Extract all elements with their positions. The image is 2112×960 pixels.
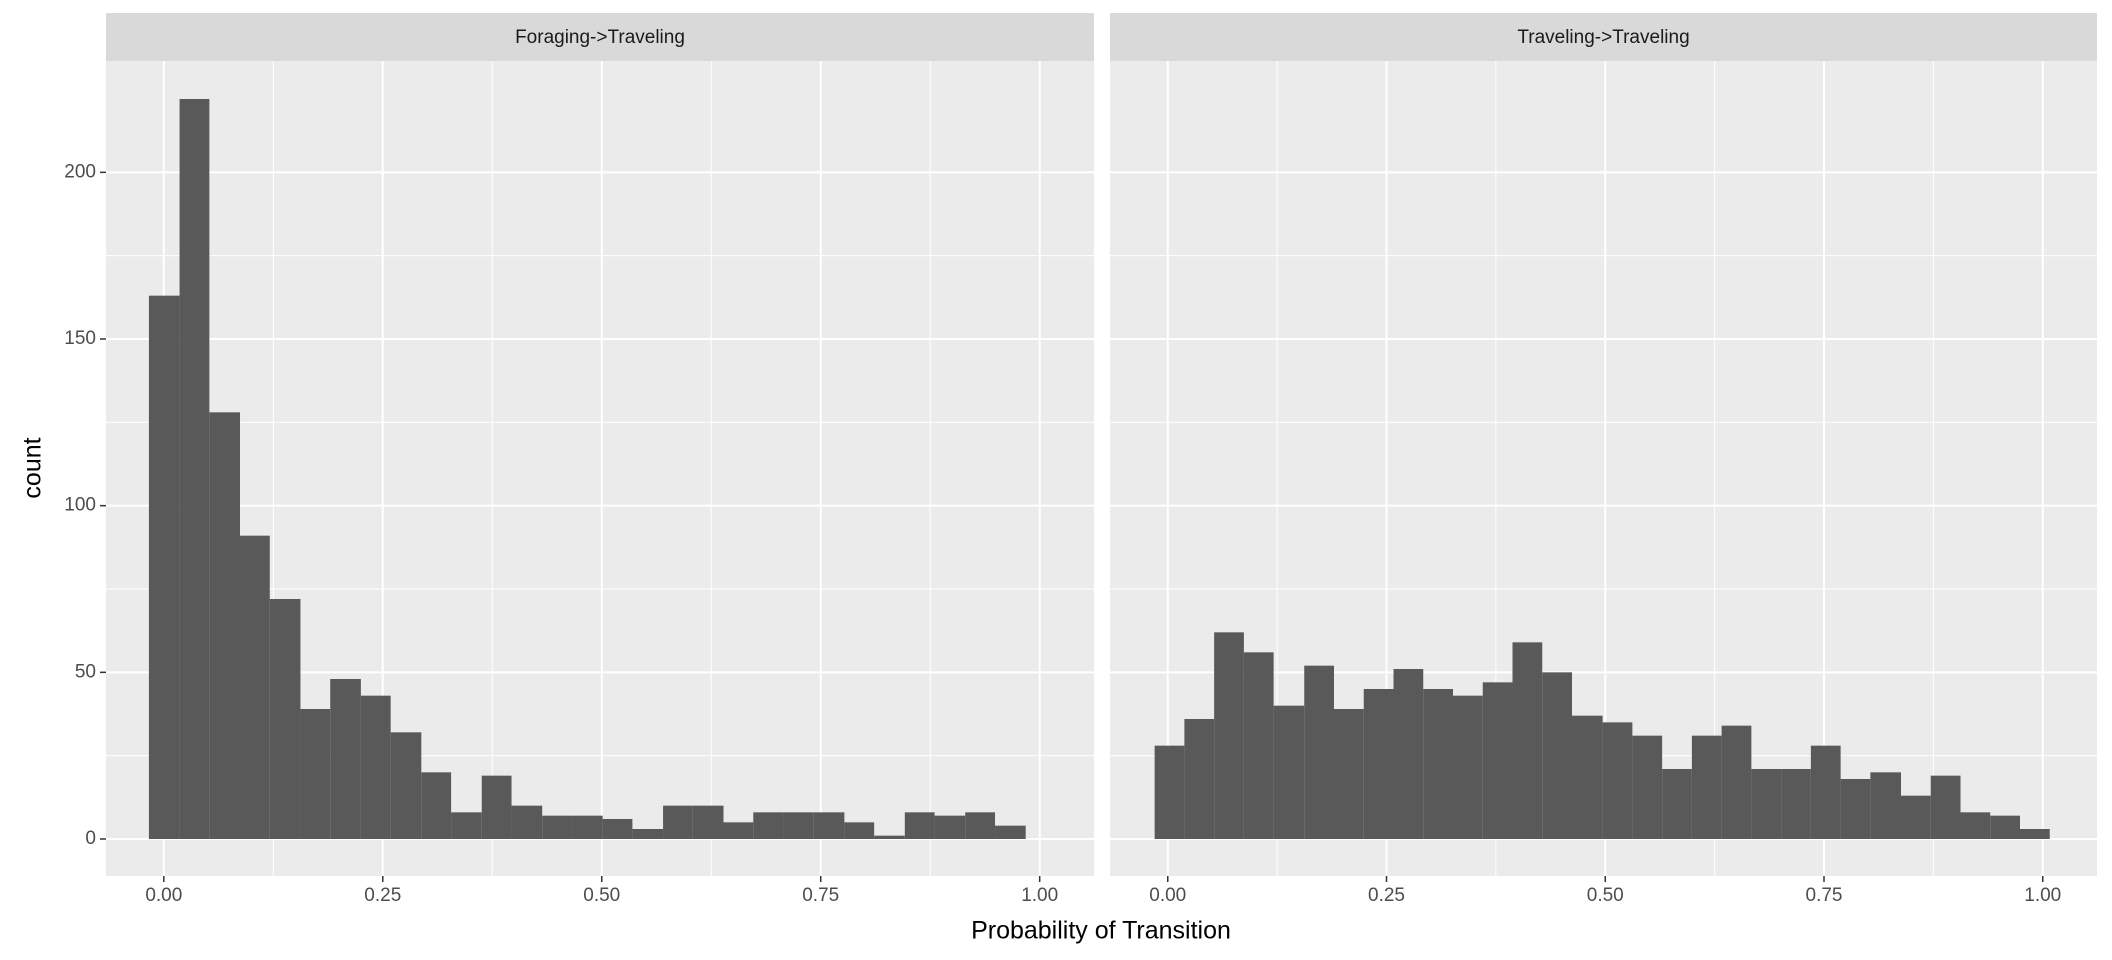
y-axis-title: count [19,437,47,498]
bar [451,812,482,839]
x-tick-label: 0.75 [802,885,839,906]
x-tick-label: 0.75 [1806,885,1843,906]
bar [209,412,241,839]
bar [1243,652,1274,839]
bar [1273,705,1305,839]
y-tick-label: 150 [64,328,96,349]
bar [874,835,905,839]
bar [965,812,996,839]
x-tick-label: 1.00 [2024,885,2061,906]
bar [1423,689,1453,839]
strip-background [106,13,1094,61]
bar [1453,695,1483,839]
bar [1990,815,2020,839]
bar [1901,795,1931,839]
bar [934,815,966,839]
bar [1960,812,1991,839]
bar [1870,772,1901,839]
x-tick-label: 0.00 [145,885,182,906]
bar [148,295,180,840]
y-tick-label: 100 [64,495,96,516]
bar [1840,779,1871,839]
bar [481,775,512,839]
bar [663,805,693,839]
bar [269,599,301,839]
bar [1632,735,1663,839]
bar [844,822,875,839]
bar [571,815,603,839]
x-tick-label: 0.50 [1587,885,1624,906]
bar [692,805,724,839]
bar [1154,745,1185,839]
x-tick-label: 0.00 [1149,885,1186,906]
bar [753,812,784,839]
bar [602,819,633,839]
y-tick-label: 200 [64,161,96,182]
x-tick-label: 0.25 [1368,885,1405,906]
bar [995,825,1026,839]
bar [421,772,452,839]
bar [1184,719,1215,839]
bar [300,709,331,839]
bar [1512,642,1543,839]
bar [1363,689,1394,839]
x-tick-label: 0.50 [583,885,620,906]
bar [1482,682,1513,839]
bar [1214,632,1244,839]
bar [904,812,935,839]
bar [1393,669,1424,839]
bar [813,812,845,839]
bar [1662,769,1692,839]
bar [1721,725,1752,839]
bar [1810,745,1841,839]
strip-title: Traveling->Traveling [1517,27,1689,48]
bar [632,829,664,839]
y-tick-label: 50 [75,661,96,682]
bar [240,535,270,839]
bar [2020,829,2050,839]
bar [330,679,361,839]
bar [1334,709,1364,839]
strip-background [1110,13,2097,61]
bar [1691,735,1722,839]
bar [1572,715,1603,839]
x-axis-title: Probability of Transition [971,917,1231,945]
bar [360,695,391,839]
bar [1304,665,1334,839]
bar [390,732,422,839]
bar [542,815,572,839]
bar [1781,769,1811,839]
bar [723,822,754,839]
strip-title: Foraging->Traveling [515,27,685,48]
bar [783,812,814,839]
bar [1930,775,1961,839]
x-tick-label: 0.25 [364,885,401,906]
y-tick-label: 0 [85,828,96,849]
bar [179,99,210,839]
bar [1602,722,1633,839]
bar [511,805,543,839]
bar [1751,769,1782,839]
bar [1542,672,1572,839]
x-tick-label: 1.00 [1021,885,1058,906]
